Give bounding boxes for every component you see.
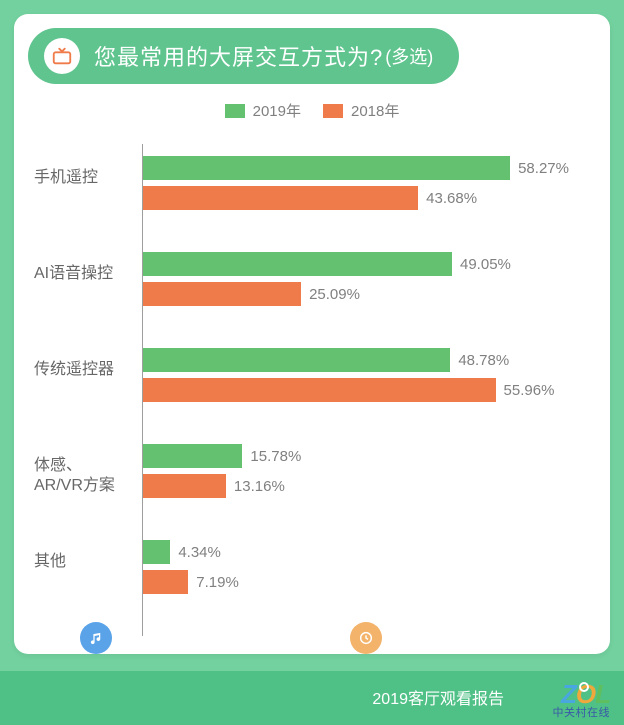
bar-row-2018: 7.19% <box>143 570 584 594</box>
bar-2018 <box>143 474 226 498</box>
tv-icon <box>44 38 80 74</box>
footer-text: 2019客厅观看报告 <box>372 685 504 709</box>
legend-label: 2018年 <box>351 100 399 121</box>
value-label-2019: 48.78% <box>458 352 509 369</box>
category-label: AI语音操控 <box>34 264 134 284</box>
category-label: 手机遥控 <box>34 168 134 188</box>
bar-group: 传统遥控器 48.78% 55.96% <box>34 346 584 442</box>
legend-item: 2018年 <box>323 100 399 121</box>
title-text: 您最常用的大屏交互方式为? <box>94 40 383 72</box>
bar-row-2018: 13.16% <box>143 474 584 498</box>
chart-card: 您最常用的大屏交互方式为? (多选) 2019年 2018年 手机遥控 58.27%… <box>14 14 610 654</box>
legend-swatch <box>323 104 343 118</box>
bar-group: 体感、AR/VR方案 15.78% 13.16% <box>34 442 584 538</box>
value-label-2018: 7.19% <box>196 574 239 591</box>
value-label-2019: 15.78% <box>250 448 301 465</box>
bar-row-2019: 49.05% <box>143 252 584 276</box>
bar-row-2018: 55.96% <box>143 378 584 402</box>
bar-group: 其他 4.34% 7.19% <box>34 538 584 634</box>
legend: 2019年 2018年 <box>14 100 610 121</box>
bar-2019 <box>143 348 450 372</box>
bar-2019 <box>143 540 170 564</box>
category-label: 其他 <box>34 552 134 572</box>
category-label: 传统遥控器 <box>34 360 134 380</box>
bar-2019 <box>143 252 452 276</box>
legend-swatch <box>225 104 245 118</box>
value-label-2018: 13.16% <box>234 478 285 495</box>
value-label-2018: 43.68% <box>426 190 477 207</box>
bar-row-2018: 25.09% <box>143 282 584 306</box>
zol-logo: ZOL 中关村在线 <box>553 681 611 719</box>
bar-row-2018: 43.68% <box>143 186 584 210</box>
bar-2018 <box>143 282 301 306</box>
bar-2018 <box>143 570 188 594</box>
zol-subtext: 中关村在线 <box>553 708 611 719</box>
title-note: (多选) <box>385 43 433 69</box>
bar-row-2019: 4.34% <box>143 540 584 564</box>
bar-row-2019: 58.27% <box>143 156 584 180</box>
value-label-2018: 55.96% <box>504 382 555 399</box>
category-label: 体感、AR/VR方案 <box>34 456 134 496</box>
chart-area: 手机遥控 58.27% 43.68% AI语音操控 49.05% 25.09% 传统遥控器 4… <box>34 144 584 636</box>
bar-row-2019: 48.78% <box>143 348 584 372</box>
legend-item: 2019年 <box>225 100 301 121</box>
value-label-2019: 58.27% <box>518 160 569 177</box>
bar-group: AI语音操控 49.05% 25.09% <box>34 250 584 346</box>
music-icon <box>80 622 112 654</box>
title-pill: 您最常用的大屏交互方式为? (多选) <box>28 28 459 84</box>
legend-label: 2019年 <box>253 100 301 121</box>
stage: 您最常用的大屏交互方式为? (多选) 2019年 2018年 手机遥控 58.27%… <box>0 0 624 725</box>
value-label-2019: 4.34% <box>178 544 221 561</box>
bar-row-2019: 15.78% <box>143 444 584 468</box>
value-label-2019: 49.05% <box>460 256 511 273</box>
clock-icon <box>350 622 382 654</box>
bar-2019 <box>143 156 510 180</box>
footer-bar <box>0 671 624 725</box>
bar-group: 手机遥控 58.27% 43.68% <box>34 154 584 250</box>
bar-2019 <box>143 444 242 468</box>
bar-2018 <box>143 186 418 210</box>
value-label-2018: 25.09% <box>309 286 360 303</box>
bar-2018 <box>143 378 496 402</box>
